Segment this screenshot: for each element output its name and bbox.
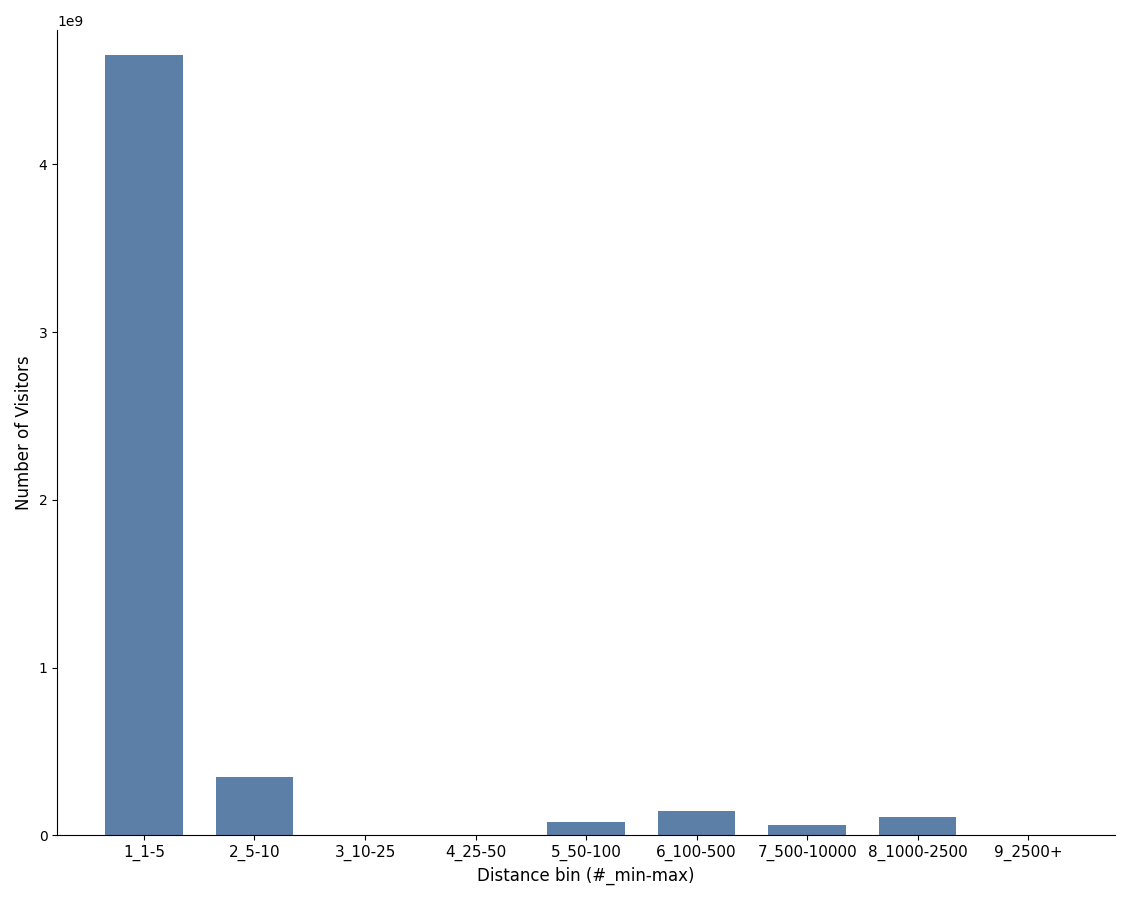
Bar: [879, 817, 956, 835]
Y-axis label: Number of Visitors: Number of Visitors: [15, 356, 33, 510]
Bar: [105, 55, 183, 835]
Bar: [216, 777, 293, 835]
Bar: [658, 811, 736, 835]
Bar: [547, 822, 625, 835]
Bar: [768, 825, 846, 835]
X-axis label: Distance bin (#_min-max): Distance bin (#_min-max): [477, 867, 695, 885]
